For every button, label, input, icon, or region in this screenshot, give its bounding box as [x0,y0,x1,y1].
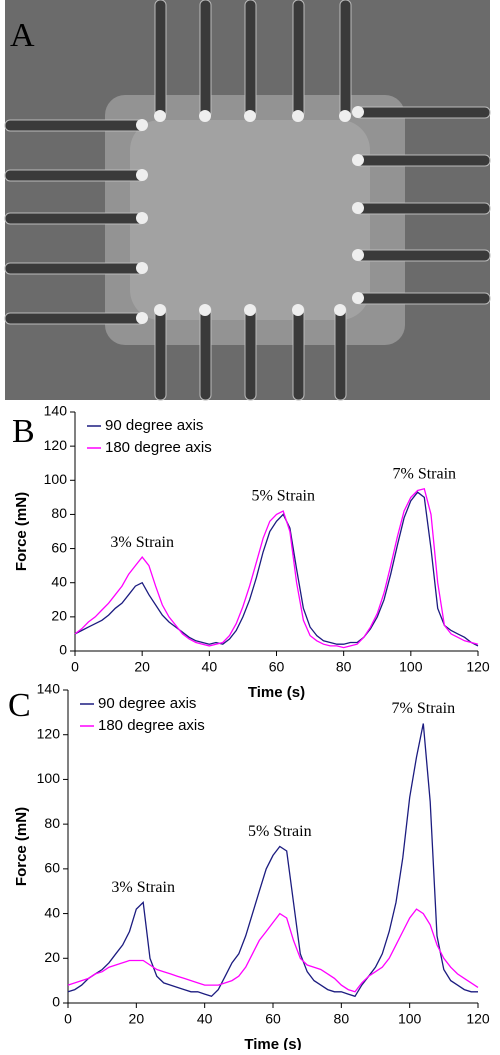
electrode [354,292,491,305]
electrode-tip [292,304,304,316]
electrode [4,312,146,325]
x-tick-label: 60 [265,1011,281,1027]
x-axis-label: Time (s) [244,1036,301,1050]
y-tick-label: 120 [37,725,61,741]
x-tick-label: 100 [399,659,423,675]
y-tick-label: 80 [51,505,67,521]
electrode [154,0,167,119]
electrode [354,106,491,119]
y-tick-label: 80 [44,815,60,831]
electrode-tip [199,110,211,122]
legend-label: 90 degree axis [98,695,196,712]
electrode [154,304,167,401]
annotation: 5% Strain [251,488,315,505]
electrode-tip [136,262,148,274]
x-tick-label: 80 [334,1011,350,1027]
electrode [354,154,491,167]
electrode [199,0,212,119]
electrode-tip [334,304,346,316]
y-tick-label: 60 [44,860,60,876]
annotation: 5% Strain [248,823,312,840]
y-tick-label: 140 [37,681,61,697]
electrode-tip [339,110,351,122]
series-line [74,491,479,647]
y-tick-label: 40 [44,904,60,920]
electrode-tip [352,154,364,166]
electrode [339,0,352,119]
electrode [334,304,347,401]
electrode [4,169,146,182]
electrode-tip [244,110,256,122]
x-tick-label: 20 [134,659,150,675]
electrode [244,0,257,119]
photo-panel [4,0,491,401]
electrode-tip [199,304,211,316]
x-tick-label: 40 [197,1011,213,1027]
series-line [74,488,479,649]
x-axis-label: Time (s) [248,684,305,701]
x-tick-label: 40 [202,659,218,675]
y-tick-label: 100 [44,471,68,487]
x-tick-label: 120 [466,1011,490,1027]
annotation: 7% Strain [392,465,456,482]
y-tick-label: 0 [52,994,60,1010]
electrode [4,212,146,225]
y-tick-label: 40 [51,573,67,589]
electrode-tip [352,202,364,214]
y-tick-label: 20 [44,949,60,965]
electrode-tip [154,304,166,316]
electrode-tip [154,110,166,122]
tissue-center [130,120,370,320]
electrode-tip [136,119,148,131]
electrode [354,249,491,262]
electrode [4,262,146,275]
y-tick-label: 120 [44,437,68,453]
annotation: 3% Strain [111,879,175,896]
legend-label: 180 degree axis [98,717,205,734]
electrode-tip [136,212,148,224]
y-tick-label: 140 [44,403,68,419]
electrode-tip [352,249,364,261]
y-tick-label: 20 [51,608,67,624]
x-tick-label: 60 [269,659,285,675]
electrode [199,304,212,401]
y-tick-label: 0 [59,642,67,658]
annotation: 7% Strain [392,700,456,717]
x-tick-label: 120 [466,659,490,675]
electrode-tip [136,312,148,324]
series-line [67,908,479,993]
electrode-tip [292,110,304,122]
legend-label: 180 degree axis [105,439,212,456]
y-axis-label: Force (mN) [13,492,30,571]
x-tick-label: 20 [129,1011,145,1027]
electrode [354,202,491,215]
electrode [4,119,146,132]
y-axis-label: Force (mN) [13,807,30,886]
y-tick-label: 60 [51,539,67,555]
x-tick-label: 0 [71,659,79,675]
panel-label: A [10,17,35,54]
electrode-tip [136,169,148,181]
electrode [244,304,257,401]
electrode-tip [352,292,364,304]
panel-label: C [8,687,31,724]
series-line [67,723,478,998]
panel-label: B [12,413,35,450]
electrode-tip [352,106,364,118]
legend-label: 90 degree axis [105,417,203,434]
electrode-tip [244,304,256,316]
electrode [292,304,305,401]
annotation: 3% Strain [110,534,174,551]
y-tick-label: 100 [37,770,61,786]
x-tick-label: 100 [398,1011,422,1027]
x-tick-label: 80 [336,659,352,675]
electrode [292,0,305,119]
x-tick-label: 0 [64,1011,72,1027]
